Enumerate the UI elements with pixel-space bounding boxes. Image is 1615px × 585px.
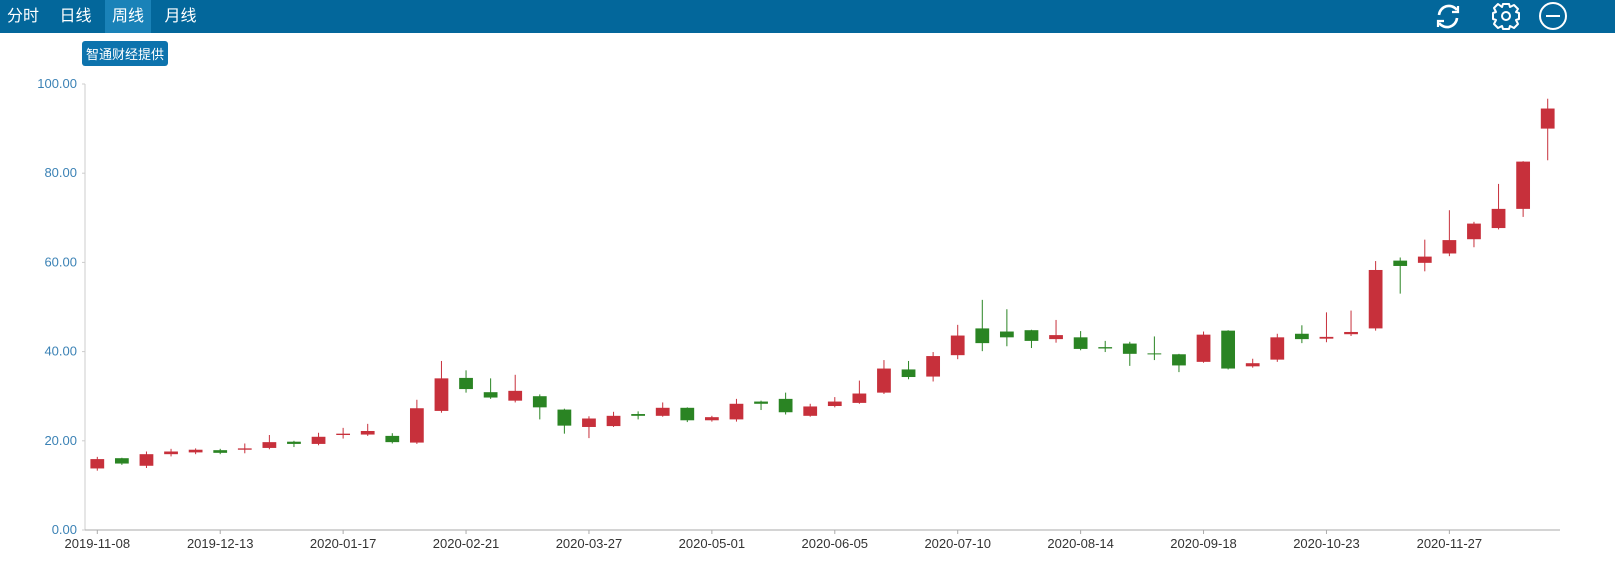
candle-body bbox=[852, 393, 867, 403]
candle-body bbox=[1147, 353, 1162, 355]
candle-body bbox=[1122, 343, 1137, 354]
tab[interactable]: 日线 bbox=[59, 8, 92, 25]
candle-body bbox=[1540, 108, 1555, 129]
chart: 0.00 20.00 40.00 60.00 80.00 100.00 2019-11-08… bbox=[37, 76, 1560, 551]
y-tick-label: 40.00 bbox=[44, 344, 77, 359]
candle-body bbox=[1024, 330, 1039, 341]
candle-body bbox=[385, 435, 400, 443]
candle-body bbox=[901, 369, 916, 378]
candle-body bbox=[877, 368, 891, 393]
x-tick-label: 2020-11-27 bbox=[1417, 536, 1483, 551]
x-tick-label: 2020-06-05 bbox=[802, 536, 869, 551]
toolbar: 分时 日线 周线 月线 bbox=[0, 0, 1615, 33]
candle-body bbox=[778, 398, 793, 413]
x-tick-label: 2020-05-01 bbox=[679, 536, 746, 551]
toolbar-icons bbox=[1436, 2, 1567, 30]
candle-body bbox=[1516, 161, 1531, 209]
candle-body bbox=[827, 401, 842, 407]
candle-body bbox=[557, 409, 572, 426]
candle-body bbox=[1294, 333, 1309, 340]
candle-body bbox=[1172, 354, 1186, 366]
candle-body bbox=[483, 392, 498, 398]
candle-body bbox=[237, 448, 252, 450]
candle-body bbox=[631, 414, 646, 416]
candle-body bbox=[704, 417, 719, 421]
y-tick-label: 80.00 bbox=[44, 165, 77, 180]
candle-body bbox=[950, 335, 965, 356]
candle-body bbox=[680, 407, 695, 421]
candle-body bbox=[655, 407, 670, 416]
candle-body bbox=[213, 450, 228, 453]
candle-body bbox=[336, 433, 351, 436]
candle-body bbox=[1073, 337, 1088, 349]
x-tick-label: 2019-12-13 bbox=[187, 536, 254, 551]
candle-body bbox=[1393, 260, 1408, 266]
candle-body bbox=[1196, 334, 1211, 362]
x-tick-label: 2019-11-08 bbox=[65, 536, 131, 551]
minimize-icon[interactable] bbox=[1539, 2, 1567, 30]
candle-body bbox=[139, 454, 154, 466]
candle-body bbox=[1417, 256, 1432, 263]
x-tick-label: 2020-07-10 bbox=[924, 536, 991, 551]
candle-body bbox=[926, 356, 941, 377]
settings-icon[interactable] bbox=[1492, 3, 1520, 30]
x-tick-label: 2020-03-27 bbox=[556, 536, 623, 551]
candle-body bbox=[754, 401, 768, 404]
candle-body bbox=[729, 403, 744, 420]
source-badge: 智通财经提供 bbox=[82, 41, 169, 66]
candle-body bbox=[287, 441, 301, 444]
candle-body bbox=[262, 442, 277, 448]
x-tick-label: 2020-10-23 bbox=[1293, 536, 1360, 551]
x-tick-label: 2020-08-14 bbox=[1047, 536, 1114, 551]
candle-body bbox=[434, 378, 449, 411]
candle-body bbox=[532, 396, 547, 408]
y-tick-label: 100.00 bbox=[37, 76, 77, 91]
candle-body bbox=[409, 408, 424, 443]
candle-body bbox=[1098, 347, 1113, 349]
candle-body bbox=[164, 451, 178, 455]
candle-body bbox=[114, 458, 129, 464]
candle-body bbox=[975, 328, 990, 344]
candle-body bbox=[1442, 240, 1457, 254]
candle-body bbox=[803, 406, 818, 416]
candle-body bbox=[1467, 223, 1481, 240]
candle-body bbox=[1049, 335, 1063, 340]
refresh-icon[interactable] bbox=[1436, 4, 1460, 29]
candle-body bbox=[508, 390, 523, 401]
candle-body bbox=[1270, 337, 1285, 360]
candle-body bbox=[1245, 363, 1260, 367]
y-tick-label: 60.00 bbox=[44, 254, 77, 269]
tab[interactable]: 周线 bbox=[105, 0, 152, 33]
x-tick-label: 2020-02-21 bbox=[433, 536, 500, 551]
candle-body bbox=[606, 415, 621, 427]
tab[interactable]: 月线 bbox=[164, 8, 197, 25]
candle-body bbox=[459, 377, 473, 390]
candle-body bbox=[1368, 269, 1383, 329]
candle-body bbox=[188, 449, 203, 453]
candle-body bbox=[1319, 336, 1334, 339]
tab[interactable]: 分时 bbox=[7, 8, 40, 25]
y-tick-label: 20.00 bbox=[44, 433, 77, 448]
candle-body bbox=[360, 430, 375, 435]
candle-body bbox=[582, 418, 596, 427]
candle-body bbox=[1344, 331, 1358, 335]
candle-body bbox=[999, 331, 1014, 338]
candle-body bbox=[1221, 330, 1236, 369]
candle-body bbox=[90, 459, 105, 469]
candle-body bbox=[311, 436, 326, 444]
y-tick-label: 0.00 bbox=[52, 522, 77, 537]
candle-body bbox=[1491, 208, 1506, 229]
x-tick-label: 2020-01-17 bbox=[310, 536, 377, 551]
x-tick-label: 2020-09-18 bbox=[1170, 536, 1237, 551]
